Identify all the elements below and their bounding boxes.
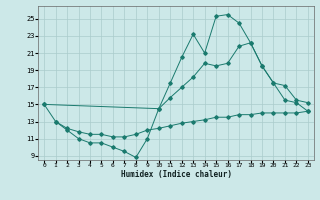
X-axis label: Humidex (Indice chaleur): Humidex (Indice chaleur) (121, 170, 231, 179)
